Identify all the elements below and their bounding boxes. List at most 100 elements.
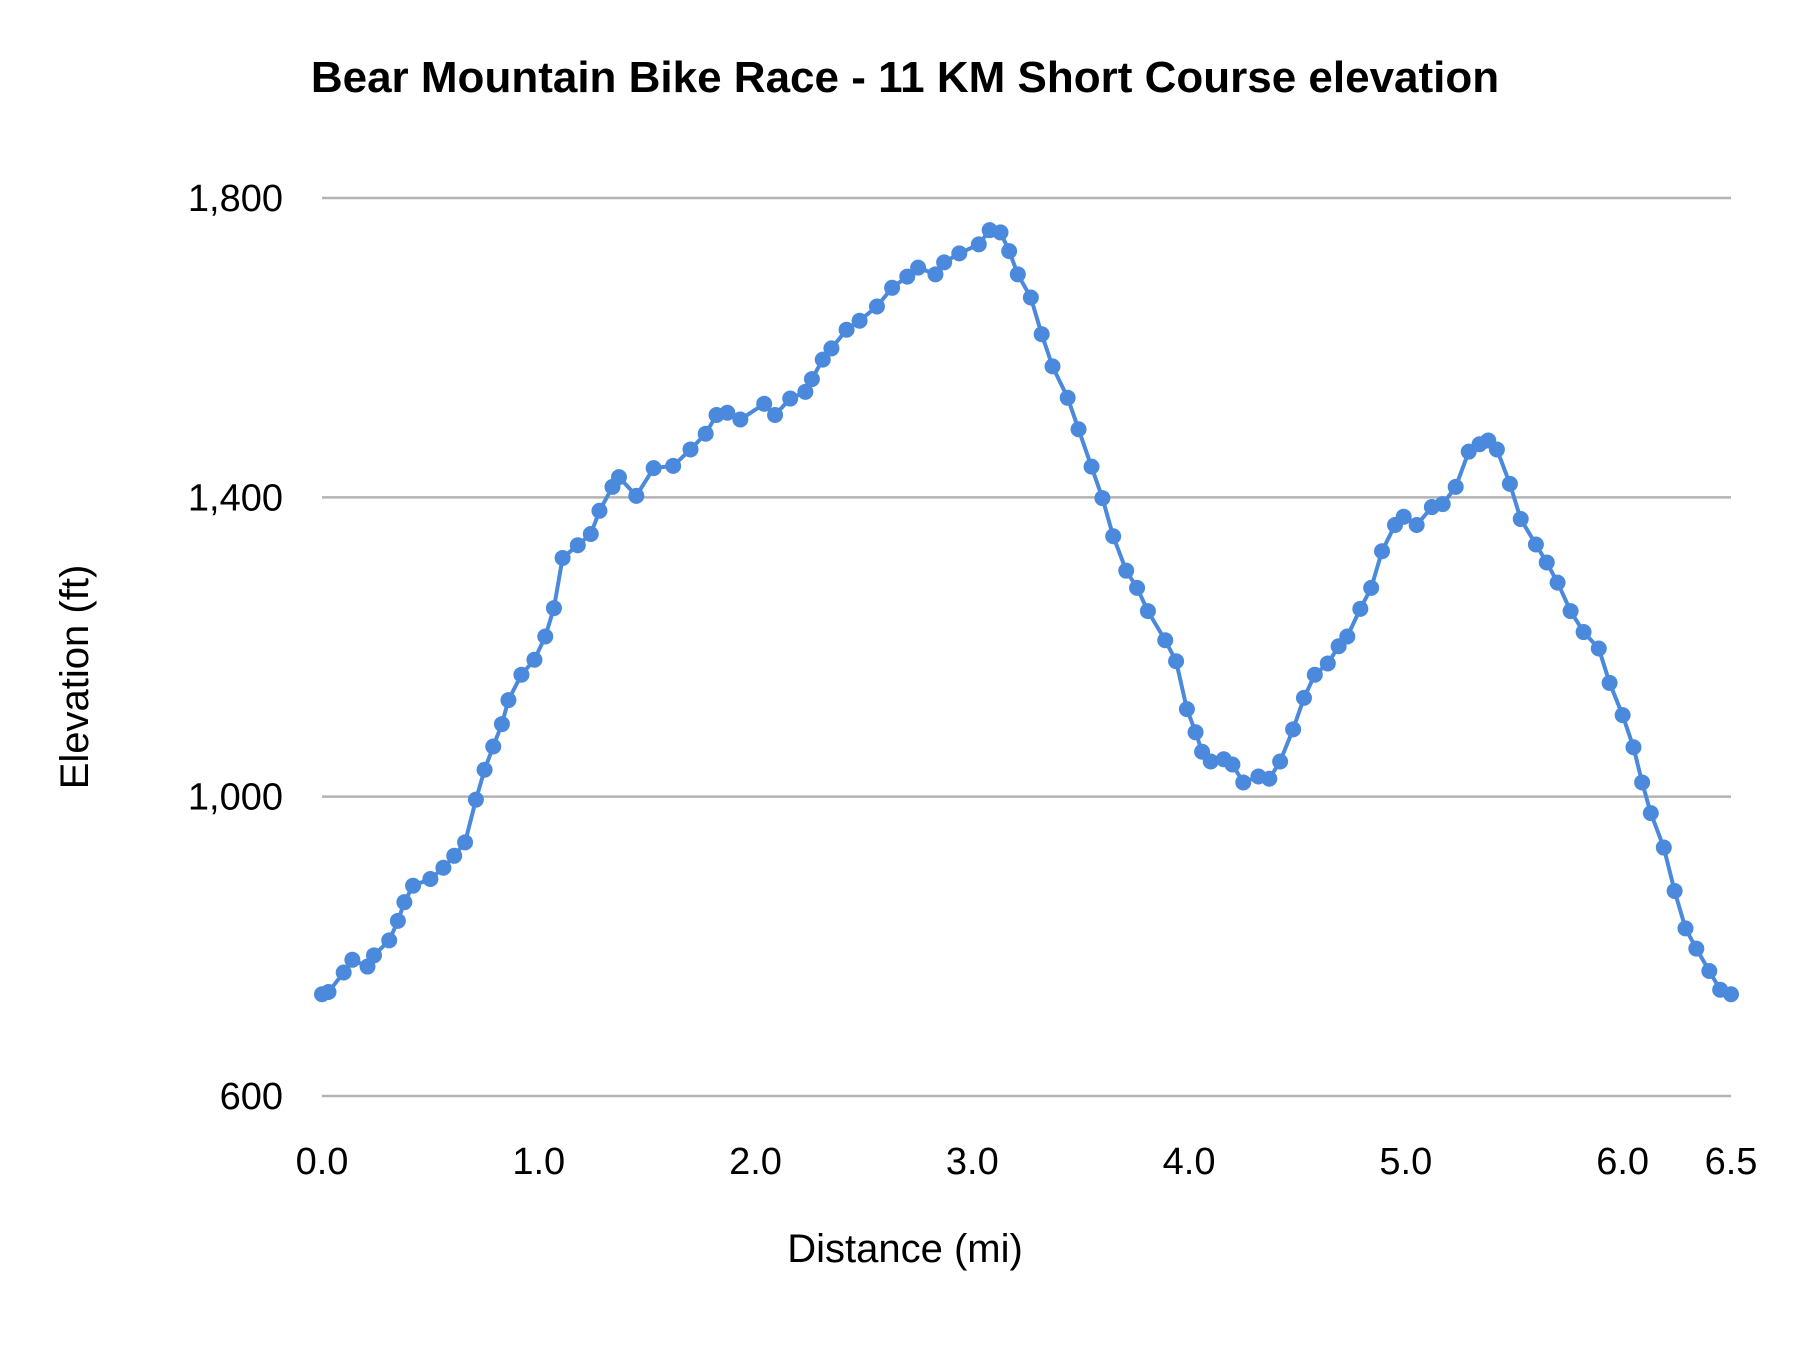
data-point (697, 425, 714, 442)
data-point (344, 951, 361, 968)
data-point (1590, 640, 1607, 657)
data-point (526, 651, 543, 668)
data-point (467, 791, 484, 808)
data-point (719, 404, 736, 421)
data-point (1488, 441, 1505, 458)
data-point (1306, 666, 1323, 683)
y-tick-label: 1,800 (188, 178, 283, 220)
data-point (1070, 421, 1087, 438)
data-point (645, 460, 662, 477)
data-point (1319, 655, 1336, 672)
gridlines (322, 196, 1731, 1098)
data-point (1009, 266, 1026, 283)
data-point (569, 537, 586, 554)
data-point (1642, 805, 1659, 822)
x-tick-label: 3.0 (946, 1141, 999, 1183)
data-point (1295, 689, 1312, 706)
data-point (422, 870, 439, 887)
data-point (1157, 632, 1174, 649)
data-point (803, 371, 820, 388)
data-point (1129, 579, 1146, 596)
data-point (485, 738, 502, 755)
x-tick-label: 0.0 (296, 1141, 349, 1183)
data-point (335, 964, 352, 981)
data-point (1352, 600, 1369, 617)
data-point (1666, 882, 1683, 899)
data-point (1168, 653, 1185, 670)
y-axis-label: Elevation (ft) (53, 565, 97, 790)
data-point (381, 932, 398, 949)
data-point (628, 487, 645, 504)
data-point (838, 321, 855, 338)
data-point (970, 236, 987, 253)
data-point (1001, 243, 1018, 260)
data-point (396, 894, 413, 911)
data-point (868, 298, 885, 315)
data-point (1395, 508, 1412, 525)
data-point (1363, 579, 1380, 596)
data-point (1434, 496, 1451, 513)
data-point (1033, 326, 1050, 343)
data-point (1187, 724, 1204, 741)
data-point (1447, 478, 1464, 495)
data-point (1655, 839, 1672, 856)
data-point (782, 390, 799, 407)
data-point (1625, 739, 1642, 756)
data-point (814, 351, 831, 368)
data-point (1549, 574, 1566, 591)
data-point (682, 441, 699, 458)
data-point (1272, 753, 1289, 770)
data-point (1614, 707, 1631, 724)
data-point (537, 628, 554, 645)
x-tick-label: 6.0 (1596, 1141, 1649, 1183)
data-point (927, 266, 944, 283)
data-point (1575, 624, 1592, 641)
data-point (1562, 603, 1579, 620)
data-point (513, 666, 530, 683)
data-point (1501, 475, 1518, 492)
data-point (1701, 963, 1718, 980)
data-point (457, 834, 474, 851)
data-point (951, 245, 968, 262)
data-point (767, 407, 784, 424)
data-point (851, 312, 868, 329)
y-tick-label: 1,000 (188, 777, 283, 819)
data-point (446, 847, 463, 864)
data-point (435, 859, 452, 876)
x-axis-label: Distance (mi) (787, 1227, 1023, 1271)
data-point (1261, 770, 1278, 787)
x-tick-label: 4.0 (1163, 1141, 1216, 1183)
data-point (1527, 536, 1544, 553)
data-point (797, 383, 814, 400)
data-point (1285, 721, 1302, 738)
y-tick-label: 600 (220, 1076, 283, 1118)
data-point (1512, 511, 1529, 528)
data-point (1634, 774, 1651, 791)
data-point (405, 877, 422, 894)
data-point (823, 340, 840, 357)
data-point (1059, 389, 1076, 406)
data-point (1688, 940, 1705, 957)
data-point (1044, 358, 1061, 375)
data-point (884, 279, 901, 296)
data-point (910, 259, 927, 276)
data-point (1408, 517, 1425, 534)
data-point (1178, 701, 1195, 718)
data-point (591, 502, 608, 519)
data-point (1339, 628, 1356, 645)
x-tick-label: 5.0 (1379, 1141, 1432, 1183)
data-point (1022, 289, 1039, 306)
data-point (1677, 920, 1694, 937)
data-point (1105, 528, 1122, 545)
data-point (1374, 543, 1391, 560)
data-point (1224, 756, 1241, 773)
series-elevation (314, 222, 1739, 1003)
data-point (1118, 562, 1135, 579)
data-point (1139, 603, 1156, 620)
data-point (500, 692, 517, 709)
data-point (366, 947, 383, 964)
data-point (936, 254, 953, 271)
data-point (1094, 490, 1111, 507)
data-point (756, 395, 773, 412)
